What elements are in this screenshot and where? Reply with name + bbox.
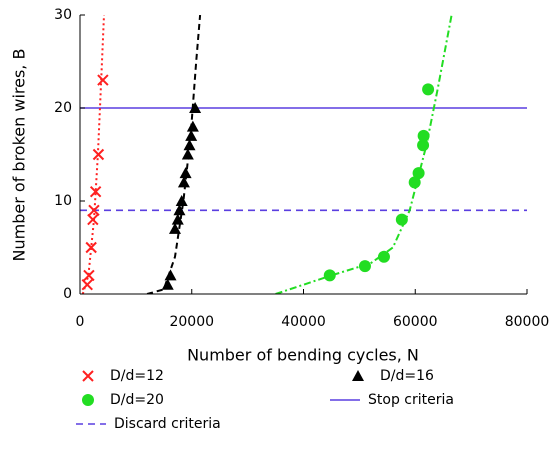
marker-triangle (177, 176, 190, 188)
fit-curve (146, 15, 202, 294)
marker-x (88, 204, 100, 217)
marker-triangle (179, 167, 192, 179)
x-tick-label: 20000 (169, 314, 214, 330)
marker-triangle (173, 204, 186, 216)
marker-circle (377, 250, 390, 263)
marker-circle (82, 394, 94, 406)
marker-triangle (186, 120, 199, 132)
marker-x (97, 74, 109, 86)
legend-label: Discard criteria (114, 416, 221, 432)
legend-label: D/d=20 (110, 392, 164, 408)
x-tick-label: 40000 (281, 314, 326, 330)
marker-circle (417, 139, 430, 152)
legend-label: D/d=16 (380, 368, 434, 384)
y-tick-label: 10 (54, 193, 72, 209)
marker-triangle (185, 129, 198, 141)
marker-circle (417, 129, 430, 142)
marker-triangle (168, 222, 181, 234)
marker-x (89, 185, 102, 198)
y-tick-label: 20 (54, 100, 72, 116)
marker-circle (358, 260, 371, 273)
x-tick-label: 0 (76, 314, 85, 330)
legend-label: Stop criteria (368, 392, 454, 408)
marker-circle (408, 176, 421, 189)
marker-circle (422, 83, 435, 96)
x-axis-title: Number of bending cycles, N (187, 346, 419, 365)
marker-triangle (181, 148, 194, 160)
marker-circle (412, 167, 425, 180)
y-tick-label: 0 (63, 286, 72, 302)
marker-triangle (164, 269, 177, 281)
marker-x (82, 370, 94, 382)
marker-triangle (171, 213, 184, 225)
plot-area (80, 15, 527, 294)
y-tick-label: 30 (54, 7, 72, 23)
marker-x (87, 213, 99, 226)
marker-circle (323, 269, 336, 282)
marker-circle (395, 213, 408, 226)
marker-triangle (189, 102, 202, 113)
marker-x (83, 269, 95, 282)
marker-x (92, 148, 105, 161)
marker-triangle (183, 139, 196, 151)
marker-x (81, 278, 93, 291)
y-axis-title: Number of broken wires, B (10, 49, 29, 262)
fit-curve (275, 15, 453, 294)
fit-curve (81, 15, 105, 294)
legend-label: D/d=12 (110, 368, 164, 384)
marker-x (85, 241, 97, 254)
x-tick-label: 60000 (393, 314, 438, 330)
marker-triangle (161, 278, 174, 290)
marker-triangle (352, 370, 364, 381)
x-tick-label: 80000 (505, 314, 549, 330)
marker-triangle (175, 195, 188, 206)
